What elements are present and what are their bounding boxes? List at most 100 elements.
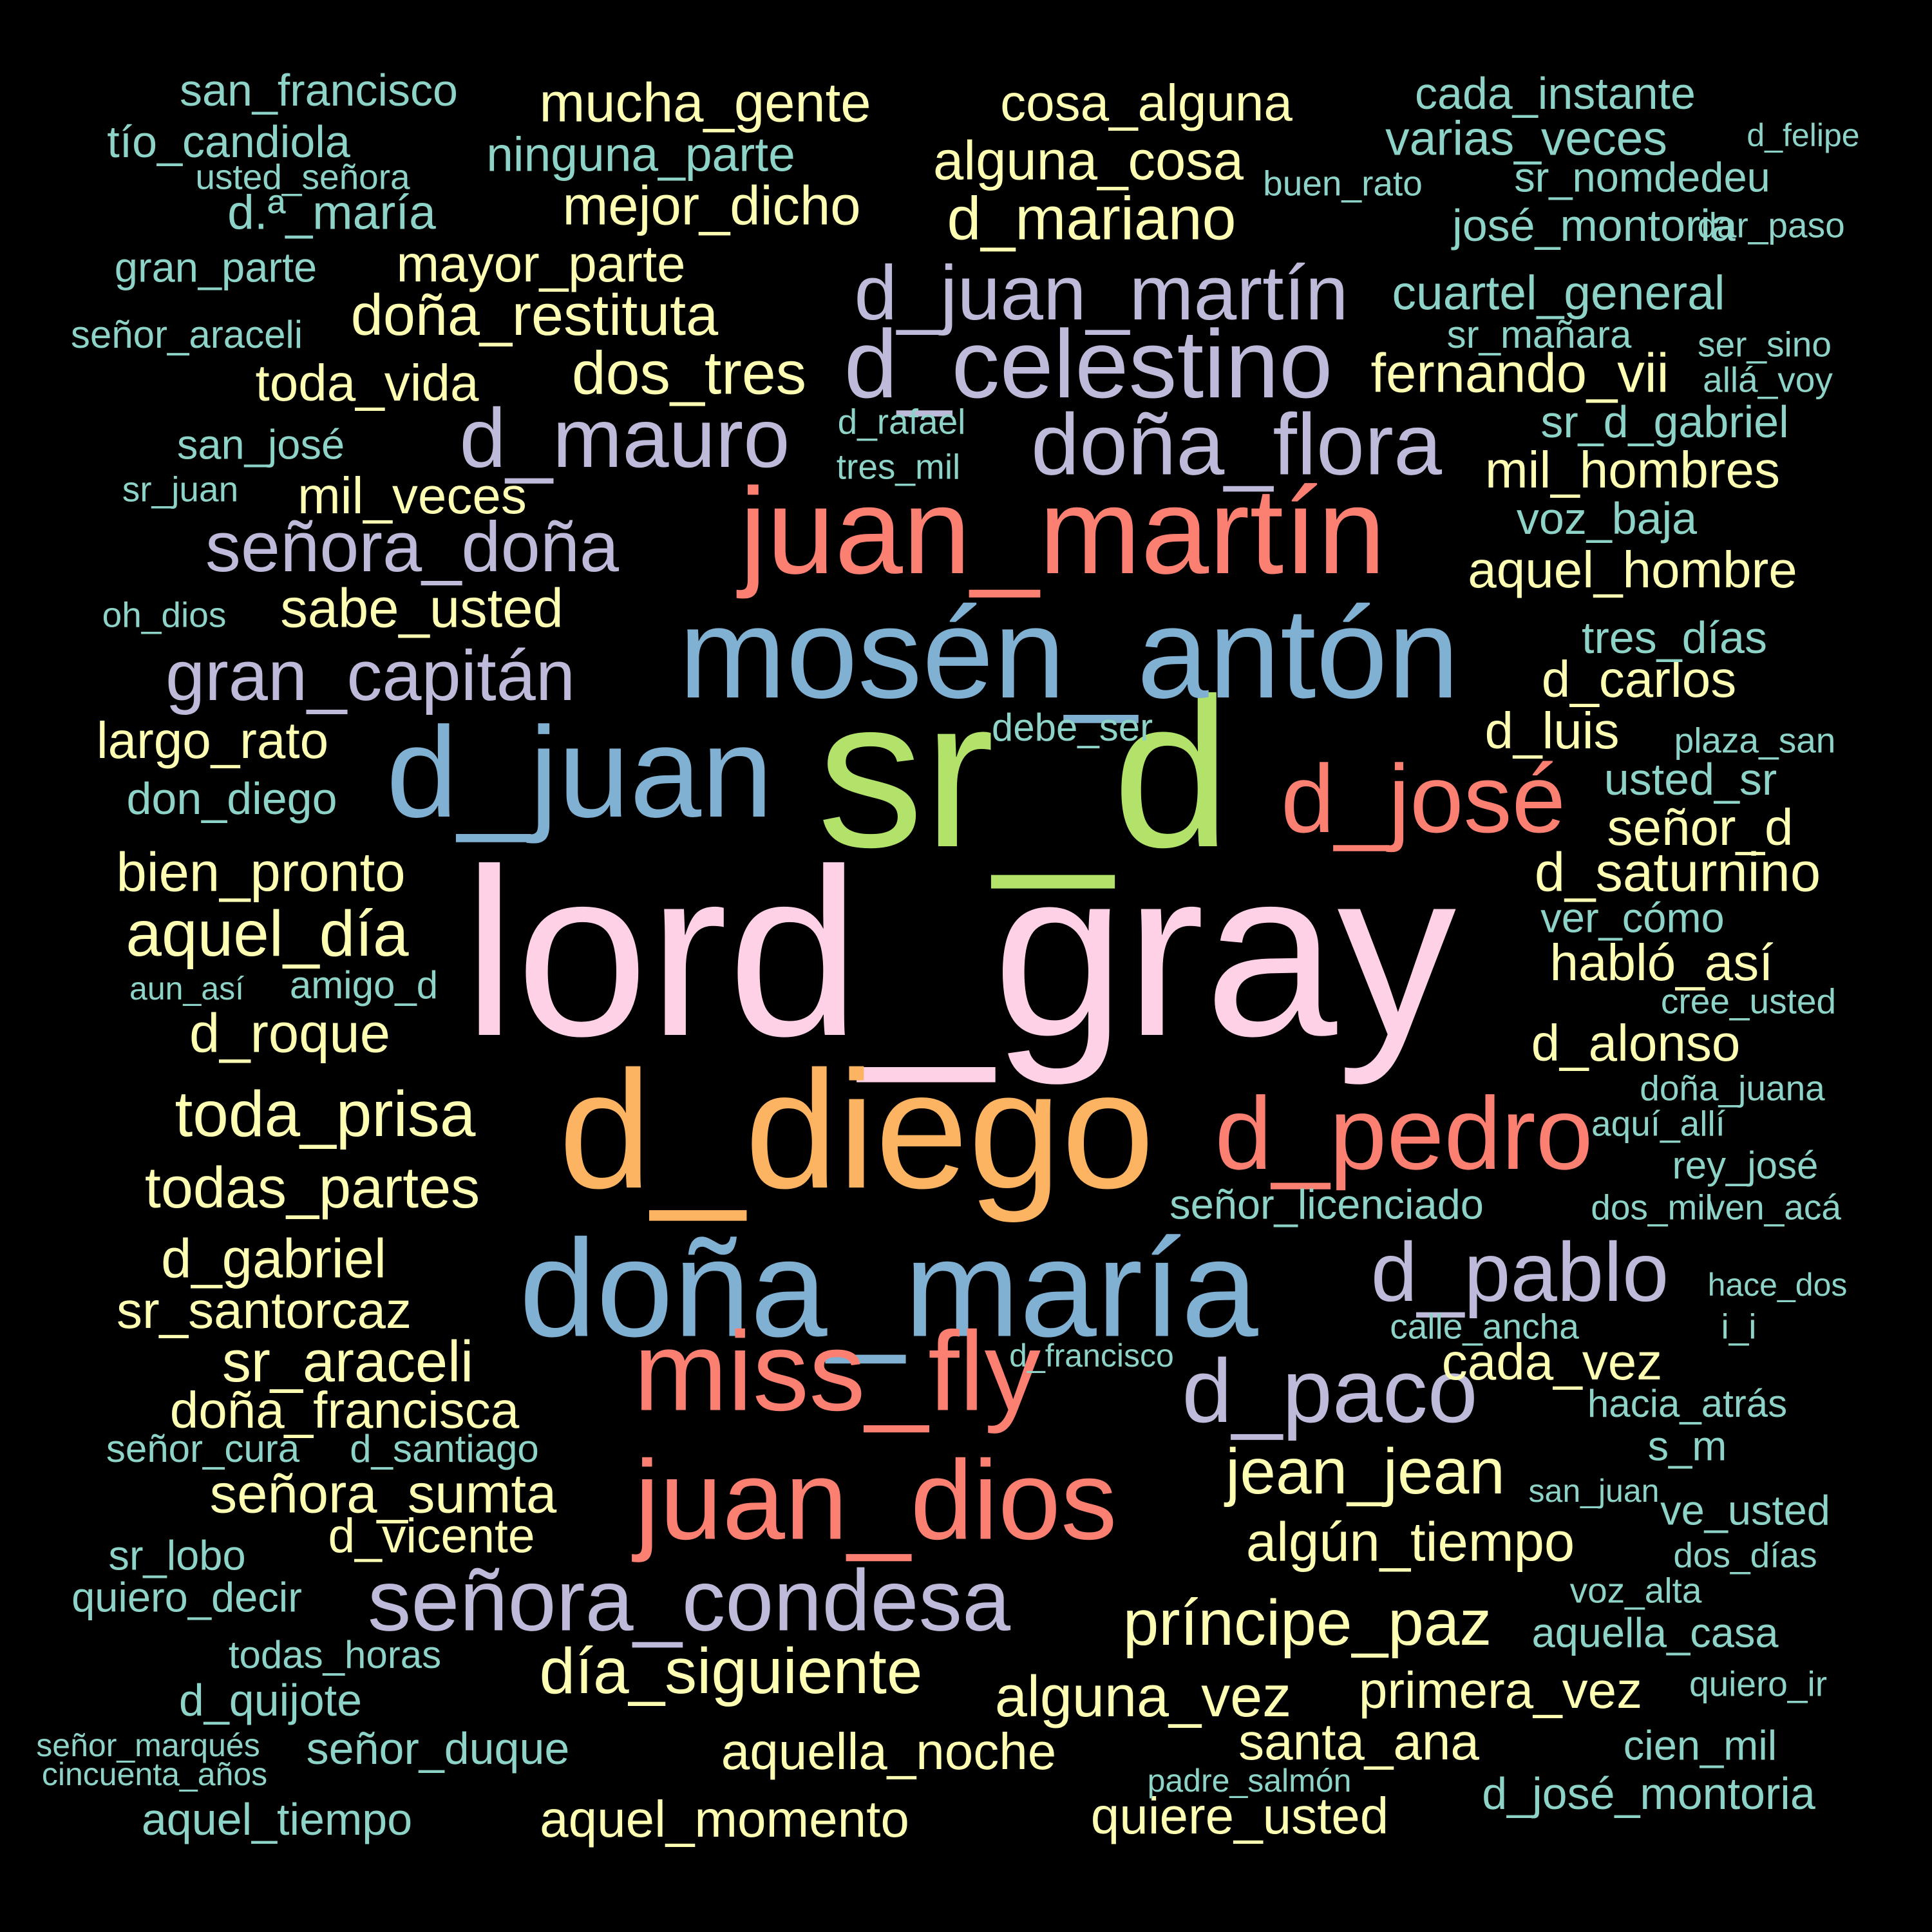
cloud-word: toda_vida bbox=[255, 354, 479, 412]
cloud-word: voz_baja bbox=[1516, 493, 1698, 544]
cloud-word: d_celestino bbox=[844, 310, 1333, 418]
cloud-word: doña_flora bbox=[1030, 395, 1443, 493]
cloud-word: sr_nomdedeu bbox=[1514, 153, 1770, 201]
cloud-word: ser_sino bbox=[1698, 324, 1832, 365]
cloud-word: d.ª_maría bbox=[227, 185, 436, 240]
cloud-word: aquella_casa bbox=[1531, 1609, 1779, 1656]
cloud-word: juan_martín bbox=[739, 463, 1386, 600]
cloud-word: señor_d bbox=[1607, 799, 1794, 856]
cloud-word: s_m bbox=[1647, 1422, 1727, 1470]
cloud-word: doña_juana bbox=[1640, 1068, 1825, 1108]
cloud-word: cien_mil bbox=[1623, 1721, 1777, 1769]
cloud-word: doña_restituta bbox=[350, 283, 719, 348]
cloud-word: voz_alta bbox=[1569, 1570, 1702, 1611]
cloud-word: ver_cómo bbox=[1540, 894, 1725, 942]
cloud-word: josé_montoria bbox=[1452, 200, 1736, 251]
cloud-word: dos_mil bbox=[1591, 1187, 1713, 1227]
cloud-word: señor_duque bbox=[306, 1723, 570, 1774]
cloud-word: tres_días bbox=[1582, 612, 1767, 663]
cloud-word: mayor_parte bbox=[396, 235, 686, 292]
cloud-word: dos_días bbox=[1673, 1535, 1817, 1575]
cloud-word: d_santiago bbox=[350, 1427, 539, 1470]
cloud-word: hacia_atrás bbox=[1587, 1382, 1788, 1425]
cloud-word: príncipe_paz bbox=[1122, 1587, 1492, 1659]
cloud-word: d_paco bbox=[1182, 1340, 1478, 1441]
cloud-word: fernando_vii bbox=[1370, 343, 1669, 404]
cloud-word: juan_dios bbox=[634, 1437, 1117, 1564]
cloud-word: aquel_hombre bbox=[1468, 541, 1797, 598]
cloud-word: sr_araceli bbox=[222, 1330, 474, 1394]
cloud-word: aquel_tiempo bbox=[141, 1794, 413, 1844]
cloud-word: don_diego bbox=[126, 773, 337, 824]
cloud-word: mejor_dicho bbox=[562, 175, 861, 237]
cloud-word: miss_fly bbox=[634, 1309, 1041, 1435]
cloud-word: d_mauro bbox=[459, 391, 790, 485]
cloud-word: ve_usted bbox=[1660, 1486, 1830, 1534]
cloud-word: aquel_momento bbox=[540, 1790, 909, 1848]
cloud-word: alguna_vez bbox=[994, 1665, 1292, 1729]
cloud-word: d_carlos bbox=[1541, 650, 1737, 708]
cloud-word: todas_horas bbox=[228, 1633, 442, 1676]
cloud-word: tío_candiola bbox=[107, 117, 350, 167]
cloud-word: calle_ancha bbox=[1390, 1306, 1579, 1347]
cloud-word: d_saturnino bbox=[1534, 842, 1821, 904]
cloud-word: doña_francisca bbox=[169, 1381, 520, 1439]
cloud-word: aun_así bbox=[129, 971, 244, 1007]
cloud-word: señora_sumta bbox=[209, 1463, 557, 1525]
cloud-word: lord_gray bbox=[462, 820, 1457, 1086]
cloud-word: cada_instante bbox=[1415, 68, 1696, 118]
cloud-word: d_pablo bbox=[1370, 1225, 1669, 1319]
cloud-word: todas_partes bbox=[144, 1156, 480, 1220]
cloud-word: señor_araceli bbox=[70, 313, 303, 356]
cloud-word: d_juan bbox=[386, 701, 773, 844]
cloud-word: día_siguiente bbox=[539, 1635, 923, 1707]
cloud-word: sr_mañara bbox=[1446, 313, 1632, 356]
cloud-word: quiere_usted bbox=[1090, 1787, 1389, 1844]
cloud-word: señor_licenciado bbox=[1170, 1180, 1484, 1228]
cloud-word: dar_paso bbox=[1697, 205, 1845, 245]
cloud-word: tres_mil bbox=[836, 446, 961, 487]
cloud-word: san_juan bbox=[1528, 1473, 1660, 1509]
cloud-word: sabe_usted bbox=[280, 578, 564, 639]
cloud-word: usted_señora bbox=[195, 156, 410, 197]
cloud-word: d_roque bbox=[189, 1003, 390, 1065]
cloud-word: padre_salmón bbox=[1147, 1763, 1352, 1799]
cloud-word: aquel_día bbox=[126, 898, 409, 970]
cloud-word: sr_juan bbox=[122, 469, 239, 509]
cloud-word: mucha_gente bbox=[539, 72, 871, 134]
cloud-word: plaza_san bbox=[1674, 720, 1836, 761]
cloud-word: d_josé_montoria bbox=[1482, 1768, 1815, 1819]
cloud-word: san_francisco bbox=[180, 65, 458, 115]
cloud-word: santa_ana bbox=[1238, 1713, 1479, 1770]
cloud-word: d_diego bbox=[558, 1037, 1155, 1224]
cloud-word: cada_vez bbox=[1441, 1333, 1663, 1390]
cloud-word: varias_veces bbox=[1385, 111, 1667, 166]
cloud-word: señor_cura bbox=[106, 1427, 300, 1470]
cloud-word: quiero_ir bbox=[1689, 1663, 1828, 1704]
cloud-word: doña_maría bbox=[519, 1210, 1258, 1366]
cloud-word: mil_veces bbox=[298, 467, 527, 524]
cloud-word: aquí_allí bbox=[1591, 1103, 1725, 1144]
cloud-word: habló_así bbox=[1549, 934, 1774, 991]
cloud-word: bien_pronto bbox=[116, 842, 406, 904]
cloud-word: sr_d_gabriel bbox=[1540, 397, 1789, 447]
cloud-word: hace_dos bbox=[1707, 1267, 1848, 1303]
cloud-word: mil_hombres bbox=[1485, 441, 1780, 498]
cloud-word: señora_doña bbox=[205, 507, 620, 587]
cloud-word: usted_sr bbox=[1604, 754, 1777, 804]
cloud-word: d_mariano bbox=[947, 184, 1236, 253]
cloud-word: amigo_d bbox=[289, 963, 439, 1007]
cloud-word: gran_parte bbox=[114, 243, 317, 291]
cloud-word: d_quijote bbox=[178, 1675, 363, 1725]
cloud-word: allá_voy bbox=[1703, 359, 1833, 400]
cloud-word: dos_tres bbox=[571, 339, 807, 408]
cloud-word: ven_acá bbox=[1707, 1187, 1841, 1227]
cloud-word: jean_jean bbox=[1226, 1435, 1505, 1508]
cloud-word: señora_condesa bbox=[367, 1551, 1011, 1649]
cloud-word: san_josé bbox=[176, 421, 345, 468]
cloud-word: d_juan_martín bbox=[854, 250, 1349, 336]
cloud-word: mosén_antón bbox=[678, 582, 1460, 725]
cloud-word: sr_santorcaz bbox=[117, 1282, 412, 1339]
cloud-word: sr_lobo bbox=[108, 1531, 246, 1579]
